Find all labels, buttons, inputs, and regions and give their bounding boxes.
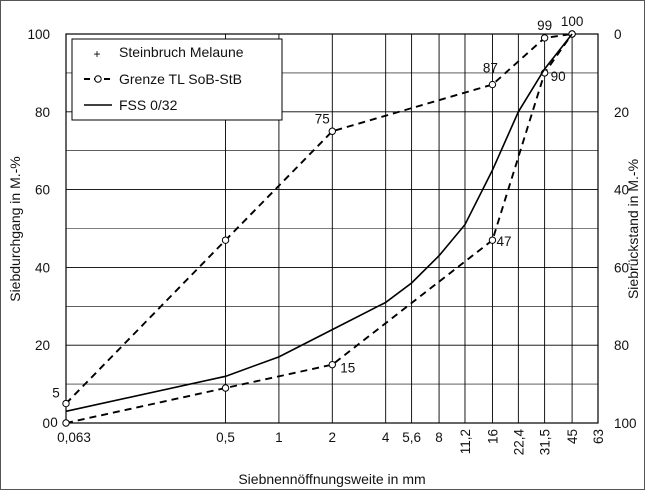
y-tick-label-left: 40 [35,260,50,275]
x-tick-label: 11,2 [458,429,473,454]
x-tick-label: 8 [435,430,443,445]
grenze-point [221,236,230,244]
y-tick-label-right: 40 [614,183,629,198]
y-tick-label-right: 20 [614,105,629,120]
legend-item-fss: FSS 0/32 [84,97,178,113]
data-label: 90 [551,69,566,84]
legend-label-fss: FSS 0/32 [119,97,178,113]
x-tick-label: 45 [565,429,580,444]
y-tick-labels-left: 0 20 40 60 80 100 [27,27,50,431]
grenze-line [65,33,573,424]
y-tick-label-left: 20 [35,338,50,353]
data-label: 5 [52,386,60,401]
y-tick-labels-right: 0 20 40 60 80 100 [614,27,637,431]
data-label: 15 [340,361,355,376]
grenze-point [488,236,497,244]
legend-marker-plus: + [93,47,100,61]
y-tick-label-right: 0 [614,27,622,42]
x-tick-label: 1 [275,430,283,445]
legend: + Steinbruch Melaune Grenze TL SoB-StB F… [71,38,283,121]
x-tick-label: 22,4 [511,429,526,456]
grenze-point [62,419,70,427]
y-axis-label-right: Siebrückstand in M.-% [625,159,641,299]
legend-marker-circle [94,75,102,83]
series-layer [62,30,576,427]
x-axis-label: Siebnennöffnungsweite in mm [238,471,425,487]
data-label: 87 [483,61,498,76]
grenze-point [488,80,497,89]
y-tick-label-left: 0 [42,416,50,431]
y-axis-label-left: Siebdurchgang in M.-% [7,156,23,302]
grenze-point [328,360,336,369]
legend-label-steinbruch: Steinbruch Melaune [119,44,244,60]
y-tick-label-right: 100 [614,416,637,431]
grenze-point [328,127,336,135]
legend-item-steinbruch: + Steinbruch Melaune [93,44,243,61]
fss-line [65,33,573,413]
grenze-point [221,384,230,392]
data-label: 75 [315,111,330,126]
x-tick-label: 0,5 [216,430,235,445]
x-tick-label: 16 [485,429,500,444]
legend-item-grenze: Grenze TL SoB-StB [84,71,242,87]
y-tick-label-left: 100 [27,27,50,42]
grenze-point [62,399,70,408]
x-tick-label: 0,063 [57,430,91,445]
data-label: 100 [561,14,584,29]
data-label: 47 [496,234,511,249]
data-label: 0 [50,415,58,430]
legend-label-grenze: Grenze TL SoB-StB [119,71,242,87]
y-tick-label-left: 60 [35,183,50,198]
x-tick-labels: 0,063 0,5 1 2 4 5,6 8 11,2 16 22,4 31,5 45 63 [57,429,606,456]
y-tick-label-right: 60 [614,260,629,275]
data-labels: 0 5 75 15 87 47 99 90 100 [50,14,583,430]
x-tick-label: 4 [382,430,390,445]
plot-frame [65,33,599,424]
data-label: 99 [537,18,552,33]
grenze-point [540,34,549,42]
x-tick-label: 63 [591,429,606,444]
x-tick-label: 31,5 [538,429,553,455]
y-tick-label-right: 80 [614,338,629,353]
y-tick-label-left: 80 [35,105,50,120]
x-tick-label: 2 [329,430,337,445]
x-tick-label: 5,6 [402,430,421,445]
